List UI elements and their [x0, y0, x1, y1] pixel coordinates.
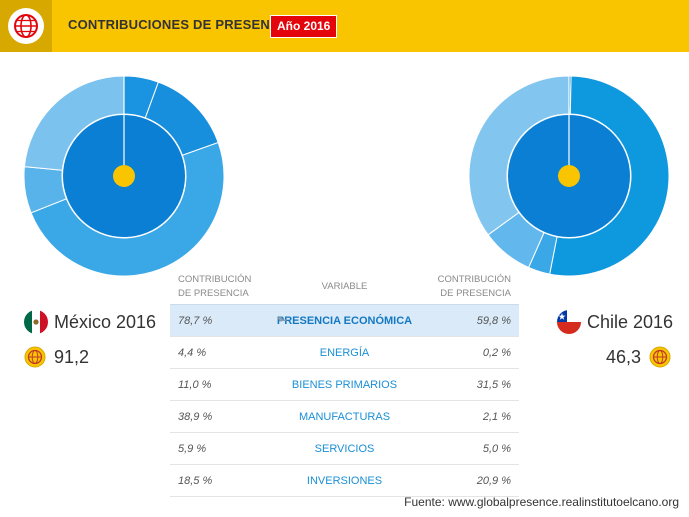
table-row-servicios[interactable]: 5,9 % SERVICIOS 5,0 %	[170, 432, 519, 465]
chile-flag-icon	[557, 310, 581, 334]
source-credit: Fuente: www.globalpresence.realinstituto…	[404, 495, 679, 509]
mexico-outer-segment-2[interactable]	[30, 141, 225, 277]
mexico-center-dot[interactable]	[113, 165, 135, 187]
country-name: México 2016	[54, 311, 157, 332]
level-up-icon[interactable]: ⬑	[277, 313, 288, 327]
column-header-right: CONTRIBUCIÓN DE PRESENCIA	[437, 274, 511, 299]
variable-link[interactable]: MANUFACTURAS	[265, 400, 424, 433]
chile-value: 59,8 %	[424, 304, 519, 337]
table-row-inversiones[interactable]: 18,5 % INVERSIONES 20,9 %	[170, 464, 519, 497]
column-header-left: CONTRIBUCIÓN DE PRESENCIA	[178, 274, 252, 299]
country-label-chile: Chile 2016	[557, 310, 673, 334]
score-value: 46,3	[606, 346, 642, 367]
year-badge: Año 2016	[270, 15, 338, 38]
mexico-value: 78,7 %	[170, 304, 265, 337]
mexico-value: 18,5 %	[170, 464, 265, 497]
globe-badge-icon	[24, 346, 46, 368]
chile-center-dot[interactable]	[558, 165, 580, 187]
mexico-value: 4,4 %	[170, 336, 265, 369]
chile-value: 20,9 %	[424, 464, 519, 497]
chile-value: 0,2 %	[424, 336, 519, 369]
score-mexico: 91,2	[24, 346, 89, 368]
country-name: Chile 2016	[587, 311, 674, 332]
table-row-presencia-economica[interactable]: 78,7 % ⬑ PRESENCIA ECONÓMICA 59,8 %	[170, 304, 519, 337]
mexico-value: 5,9 %	[170, 432, 265, 465]
chile-value: 31,5 %	[424, 368, 519, 401]
variable-link[interactable]: SERVICIOS	[265, 432, 424, 465]
logo[interactable]	[0, 0, 52, 52]
contribution-table: CONTRIBUCIÓN DE PRESENCIA VARIABLE CONTR…	[170, 270, 519, 497]
variable-link[interactable]: INVERSIONES	[265, 464, 424, 497]
globe-badge-icon	[649, 346, 671, 368]
table-row-energia[interactable]: 4,4 % ENERGÍA 0,2 %	[170, 336, 519, 369]
chile-outer-segment-4[interactable]	[468, 75, 570, 236]
table-row-bienes-primarios[interactable]: 11,0 % BIENES PRIMARIOS 31,5 %	[170, 368, 519, 401]
mexico-value: 38,9 %	[170, 400, 265, 433]
mexico-value: 11,0 %	[170, 368, 265, 401]
chile-value: 2,1 %	[424, 400, 519, 433]
chile-value: 5,0 %	[424, 432, 519, 465]
table-row-manufacturas[interactable]: 38,9 % MANUFACTURAS 2,1 %	[170, 400, 519, 433]
chile-outer-segment-1[interactable]	[549, 75, 670, 277]
variable-link[interactable]: BIENES PRIMARIOS	[265, 368, 424, 401]
variable-link[interactable]: ⬑ PRESENCIA ECONÓMICA	[265, 304, 424, 337]
mexico-donut-chart[interactable]	[23, 75, 225, 277]
column-header-variable: VARIABLE	[321, 281, 368, 292]
globe-icon	[8, 8, 44, 44]
page-title: CONTRIBUCIONES DE PRESENCIA	[68, 17, 293, 32]
variable-label: PRESENCIA ECONÓMICA	[276, 314, 413, 327]
country-label-mexico: México 2016	[24, 310, 156, 334]
chile-donut-chart[interactable]	[468, 75, 670, 277]
score-value: 91,2	[54, 346, 90, 367]
variable-link[interactable]: ENERGÍA	[265, 336, 424, 369]
header-bar: CONTRIBUCIONES DE PRESENCIA Año 2016	[0, 0, 689, 52]
score-chile: 46,3	[606, 346, 671, 368]
mexico-flag-icon	[24, 310, 48, 334]
